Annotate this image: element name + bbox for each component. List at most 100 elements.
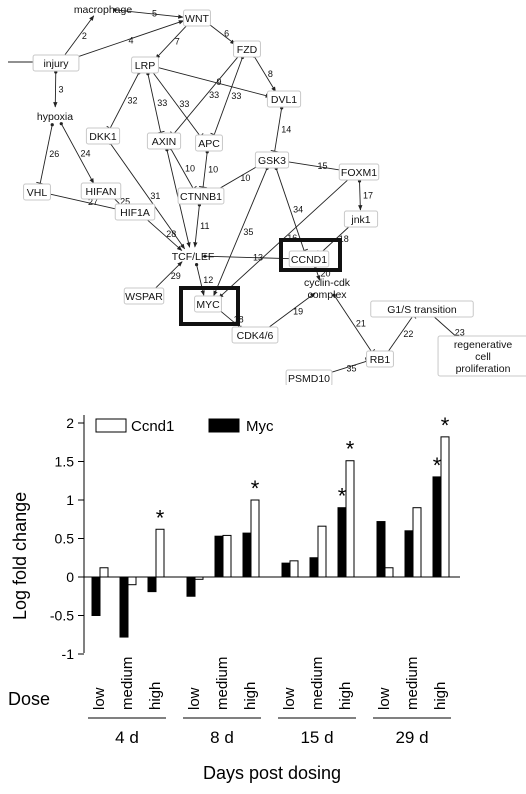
legend-swatch-ccnd1 xyxy=(95,418,127,433)
dose-tick-label: high xyxy=(432,682,449,710)
significance-star: * xyxy=(156,505,165,530)
node-label-dvl1: DVL1 xyxy=(271,94,297,106)
legend-label-myc: Myc xyxy=(246,418,274,435)
edge-number: 2 xyxy=(82,31,87,41)
bar-myc xyxy=(404,530,414,578)
node-label-hifan: HIFAN xyxy=(86,186,117,198)
edge-number: 31 xyxy=(150,191,160,201)
edge-number: 7 xyxy=(175,37,180,47)
node-fzd: FZD xyxy=(233,40,261,58)
edge-number: 26 xyxy=(49,149,59,159)
edge-injury-wnt xyxy=(67,20,185,61)
node-jnk1: jnk1 xyxy=(343,210,379,228)
edge-number: 9 xyxy=(217,77,222,87)
y-tick-label: 0 xyxy=(66,569,74,585)
edge-ctnnb1-tcflef xyxy=(193,204,200,248)
node-vhl: VHL xyxy=(23,183,51,201)
node-label-cdk46: CDK4/6 xyxy=(237,330,274,342)
edge-hif1a-tcflef xyxy=(144,217,183,251)
node-label-fzd: FZD xyxy=(237,44,258,56)
significance-star: * xyxy=(433,453,442,478)
node-rb1: RB1 xyxy=(366,350,394,368)
node-dvl1: DVL1 xyxy=(266,90,302,108)
edge-number: 10 xyxy=(240,173,250,183)
node-label-regen: proliferation xyxy=(456,363,511,375)
node-label-cyclin: complex xyxy=(307,289,347,301)
edge-number: 10 xyxy=(208,165,218,175)
edge-cdk46-cyclin xyxy=(264,292,316,331)
node-label-axin: AXIN xyxy=(152,136,177,148)
node-label-jnk1: jnk1 xyxy=(350,214,370,226)
edge-axin-ctnnb1 xyxy=(170,148,194,189)
edge-source-dot xyxy=(194,262,199,267)
edge-number: 33 xyxy=(179,99,189,109)
node-label-vhl: VHL xyxy=(27,187,48,199)
y-tick-label: -0.5 xyxy=(50,608,74,624)
edge-lrp-dkk1 xyxy=(109,72,140,129)
edge-number: 15 xyxy=(318,161,328,171)
node-injury: injury xyxy=(32,54,80,72)
significance-star: * xyxy=(338,484,347,509)
edge-number: 23 xyxy=(455,328,465,338)
group-label: 29 d xyxy=(395,728,428,747)
edge-number: 10 xyxy=(185,164,195,174)
node-gsk3: GSK3 xyxy=(254,151,290,169)
edge-number: 12 xyxy=(203,275,213,285)
edge-number: 34 xyxy=(293,205,303,215)
node-label-tcflef: TCF/LEF xyxy=(172,251,215,263)
node-apc: APC xyxy=(195,134,223,152)
node-label-ccnd1: CCND1 xyxy=(291,254,327,266)
legend-swatch-myc xyxy=(208,418,240,433)
edge-number: 14 xyxy=(281,125,291,135)
dose-label: Dose xyxy=(8,689,50,709)
ccnd1-highlight-box xyxy=(279,238,342,272)
edge-number: 25 xyxy=(120,197,130,207)
bar-myc xyxy=(432,476,442,578)
node-myc: MYC xyxy=(194,295,222,313)
node-foxm1: FOXM1 xyxy=(338,163,380,181)
node-label-wspar: WSPAR xyxy=(125,291,163,303)
edge-cyclin-rb1 xyxy=(333,294,373,353)
bar-ccnd1 xyxy=(289,560,299,578)
edge-source-dot xyxy=(332,293,336,297)
y-axis-label: Log fold change xyxy=(10,492,30,620)
edge-number: 35 xyxy=(243,227,253,237)
node-wspar: WSPAR xyxy=(123,287,165,305)
bar-myc xyxy=(91,576,101,616)
edge-number: 33 xyxy=(231,91,241,101)
node-label-injury: injury xyxy=(43,58,69,70)
dose-tick-label: low xyxy=(186,687,203,710)
dose-tick-label: low xyxy=(281,687,298,710)
edge-gsk3-foxm1 xyxy=(283,160,346,172)
edge-macrophage-wnt xyxy=(114,9,184,19)
group-label: 8 d xyxy=(210,728,234,747)
bar-ccnd1 xyxy=(384,567,394,578)
bar-ccnd1 xyxy=(222,534,232,578)
node-ccnd1: CCND1 xyxy=(288,250,330,268)
node-g1s: G1/S transition xyxy=(370,300,474,318)
node-hifan: HIFAN xyxy=(80,182,122,200)
node-macrophage: macrophage xyxy=(74,4,133,16)
node-label-dkk1: DKK1 xyxy=(89,131,117,143)
node-label-foxm1: FOXM1 xyxy=(341,167,377,179)
significance-star: * xyxy=(251,476,260,501)
myc-highlight-box xyxy=(179,286,240,326)
edge-lrp-axin xyxy=(147,73,162,133)
dose-tick-label: medium xyxy=(214,657,231,710)
edge-number: 4 xyxy=(129,36,134,46)
edge-fzd-apc xyxy=(213,57,243,135)
node-label-cyclin: cyclin-cdk xyxy=(304,277,351,289)
bar-ccnd1 xyxy=(412,507,422,578)
edge-number: 13 xyxy=(253,253,263,263)
dose-tick-label: medium xyxy=(119,657,136,710)
edge-hypoxia-hifan xyxy=(60,123,95,184)
node-label-g1s: G1/S transition xyxy=(387,304,457,316)
edge-number: 33 xyxy=(209,90,219,100)
bar-ccnd1 xyxy=(345,460,355,578)
bar-ccnd1 xyxy=(127,576,137,586)
bar-ccnd1 xyxy=(250,499,260,578)
edge-wnt-lrp xyxy=(155,23,189,60)
node-dkk1: DKK1 xyxy=(85,127,121,145)
dose-tick-label: medium xyxy=(309,657,326,710)
edge-dkk1-tcflef xyxy=(109,142,185,250)
